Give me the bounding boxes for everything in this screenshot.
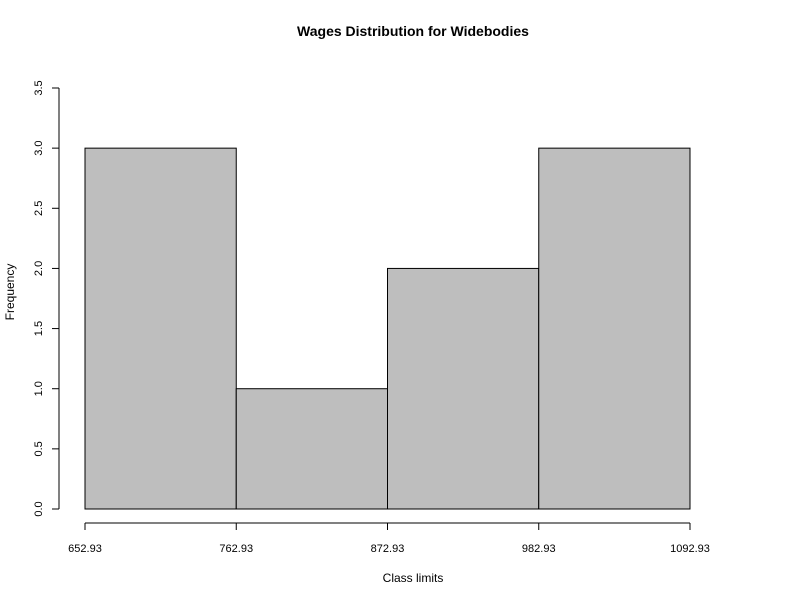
x-tick-label: 1092.93 bbox=[670, 543, 710, 555]
y-tick-label: 1.5 bbox=[33, 321, 45, 336]
y-tick-label: 2.0 bbox=[33, 261, 45, 276]
x-axis-label: Class limits bbox=[383, 571, 444, 585]
y-tick-label: 3.0 bbox=[33, 140, 45, 155]
y-tick-label: 2.5 bbox=[33, 201, 45, 216]
bars-layer bbox=[84, 147, 691, 510]
x-tick-label: 652.93 bbox=[68, 543, 102, 555]
x-tick-label: 982.93 bbox=[522, 543, 556, 555]
histogram-bar-2 bbox=[235, 388, 388, 510]
y-tick-label: 1.0 bbox=[33, 381, 45, 396]
x-tick-label: 762.93 bbox=[219, 543, 253, 555]
y-tick-label: 0.5 bbox=[33, 441, 45, 456]
y-axis: 0.0 0.5 1.0 1.5 2.0 2.5 3.0 3.5 bbox=[33, 80, 60, 517]
y-axis-label: Frequency bbox=[3, 264, 17, 321]
y-tick-label: 3.5 bbox=[33, 80, 45, 95]
histogram-bar-3 bbox=[387, 267, 540, 510]
x-tick-label: 872.93 bbox=[371, 543, 405, 555]
y-tick-label: 0.0 bbox=[33, 501, 45, 516]
histogram-bar-4 bbox=[538, 147, 691, 510]
chart-title: Wages Distribution for Widebodies bbox=[297, 23, 529, 39]
x-axis: 652.93 762.93 872.93 982.93 1092.93 bbox=[68, 522, 710, 555]
histogram-bar-1 bbox=[84, 147, 237, 510]
